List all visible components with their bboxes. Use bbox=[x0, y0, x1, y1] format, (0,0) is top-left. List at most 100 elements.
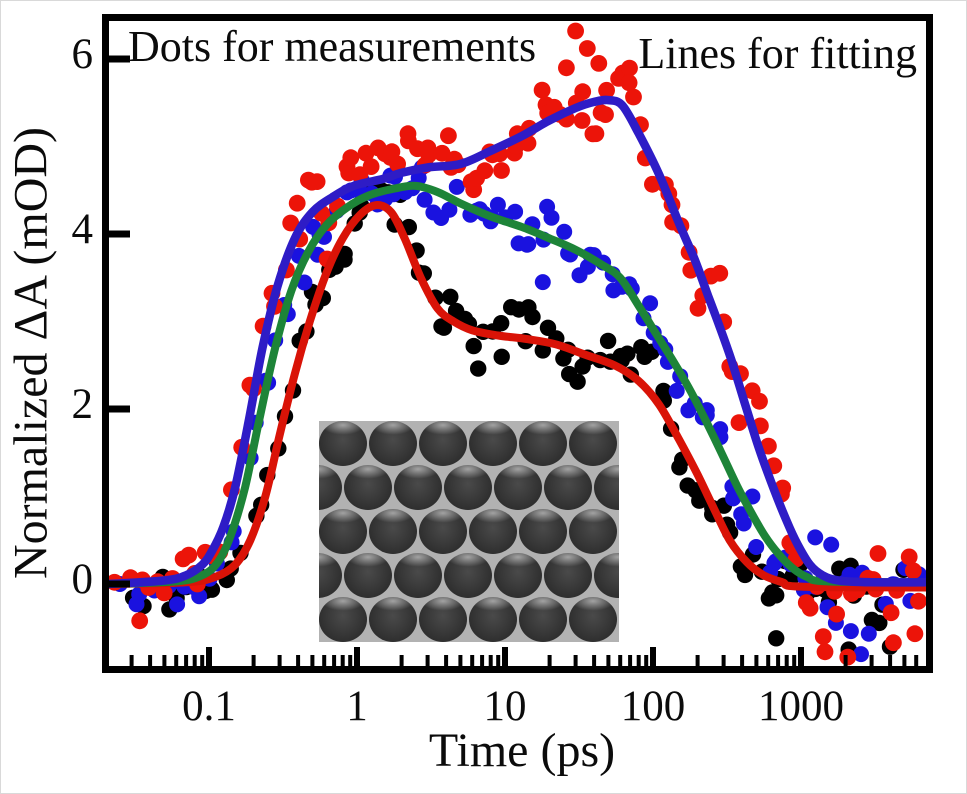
dot-outlier bbox=[768, 630, 785, 647]
dot bbox=[621, 59, 638, 77]
dot bbox=[470, 360, 487, 377]
x-tick-label: 0.1 bbox=[182, 683, 236, 730]
fit-line-blue bbox=[109, 95, 926, 589]
annotation-dots-for-measurements: Dots for measurements bbox=[128, 22, 537, 71]
microsphere bbox=[369, 421, 417, 466]
dot bbox=[900, 548, 918, 566]
dot bbox=[906, 625, 924, 643]
x-minor-tick bbox=[296, 655, 301, 666]
dot bbox=[869, 545, 887, 562]
x-tick-label: 1 bbox=[346, 683, 368, 730]
dot bbox=[440, 127, 457, 145]
dot bbox=[533, 81, 551, 99]
dot bbox=[362, 158, 380, 176]
axis-ticks bbox=[109, 55, 919, 666]
fit-line-green bbox=[109, 181, 926, 588]
dot bbox=[620, 74, 638, 92]
dot bbox=[296, 274, 313, 291]
microsphere bbox=[369, 509, 417, 554]
dot bbox=[871, 614, 888, 632]
y-tick-label: 2 bbox=[71, 381, 94, 428]
dot bbox=[574, 83, 592, 101]
microsphere bbox=[319, 553, 342, 598]
x-minor-tick bbox=[869, 655, 874, 666]
x-minor-tick bbox=[399, 655, 404, 666]
dot bbox=[489, 196, 506, 213]
x-minor-tick bbox=[200, 655, 205, 666]
dot bbox=[282, 214, 300, 232]
microsphere bbox=[494, 465, 542, 510]
dot bbox=[556, 223, 573, 240]
x-minor-tick bbox=[488, 655, 493, 666]
dot bbox=[420, 146, 438, 164]
microsphere bbox=[544, 465, 592, 510]
x-major-tick bbox=[206, 647, 212, 666]
x-minor-tick bbox=[496, 655, 501, 666]
microsphere bbox=[394, 465, 442, 510]
dot bbox=[768, 587, 785, 604]
dot bbox=[493, 315, 510, 332]
x-minor-tick bbox=[573, 655, 578, 666]
dot bbox=[730, 414, 748, 431]
microsphere bbox=[544, 553, 592, 598]
dot bbox=[441, 201, 458, 218]
dot bbox=[816, 643, 834, 661]
microsphere bbox=[444, 465, 492, 510]
dot-outlier bbox=[131, 612, 149, 630]
x-minor-tick bbox=[754, 655, 759, 666]
x-minor-tick bbox=[592, 655, 597, 666]
dot bbox=[288, 194, 306, 212]
dot bbox=[169, 596, 186, 613]
microsphere bbox=[319, 509, 367, 554]
dot bbox=[885, 634, 902, 652]
dot bbox=[442, 288, 459, 305]
y-tick-label: 4 bbox=[71, 206, 94, 253]
x-minor-tick bbox=[129, 655, 134, 666]
dot bbox=[904, 562, 922, 580]
y-major-tick bbox=[109, 230, 130, 238]
x-minor-tick bbox=[480, 655, 485, 666]
x-minor-tick bbox=[606, 655, 611, 666]
dot bbox=[689, 299, 707, 317]
x-minor-tick bbox=[192, 655, 197, 666]
x-minor-tick bbox=[162, 655, 167, 666]
dot-outlier bbox=[180, 546, 198, 564]
x-major-tick bbox=[798, 647, 804, 666]
dot bbox=[493, 162, 510, 179]
dot bbox=[155, 584, 173, 602]
x-minor-tick bbox=[184, 655, 189, 666]
dot bbox=[625, 88, 642, 106]
x-minor-tick bbox=[340, 655, 345, 666]
microsphere bbox=[469, 597, 517, 642]
microsphere bbox=[519, 509, 567, 554]
x-minor-tick bbox=[628, 655, 633, 666]
dot bbox=[543, 209, 560, 226]
x-minor-tick bbox=[618, 655, 623, 666]
x-minor-tick bbox=[174, 655, 179, 666]
dot bbox=[807, 529, 824, 546]
dot bbox=[910, 592, 926, 610]
plot-area bbox=[109, 22, 926, 666]
x-minor-tick bbox=[470, 655, 475, 666]
microsphere bbox=[319, 597, 367, 642]
dot bbox=[882, 604, 900, 622]
x-minor-tick bbox=[277, 655, 282, 666]
dot bbox=[760, 437, 777, 455]
dot bbox=[519, 236, 535, 253]
sem-inset-image bbox=[319, 421, 619, 642]
dot bbox=[389, 155, 406, 173]
y-axis-title: Normalized ΔA (mOD) bbox=[4, 126, 58, 580]
dot-outlier bbox=[578, 40, 596, 57]
microsphere bbox=[519, 597, 567, 642]
microsphere bbox=[569, 597, 617, 642]
microsphere bbox=[444, 553, 492, 598]
x-minor-tick bbox=[888, 655, 893, 666]
dot bbox=[619, 345, 636, 362]
x-tick-label: 100 bbox=[620, 683, 686, 730]
x-minor-tick bbox=[766, 655, 771, 666]
dot bbox=[416, 191, 433, 208]
x-minor-tick bbox=[444, 655, 449, 666]
x-minor-tick bbox=[740, 655, 745, 666]
